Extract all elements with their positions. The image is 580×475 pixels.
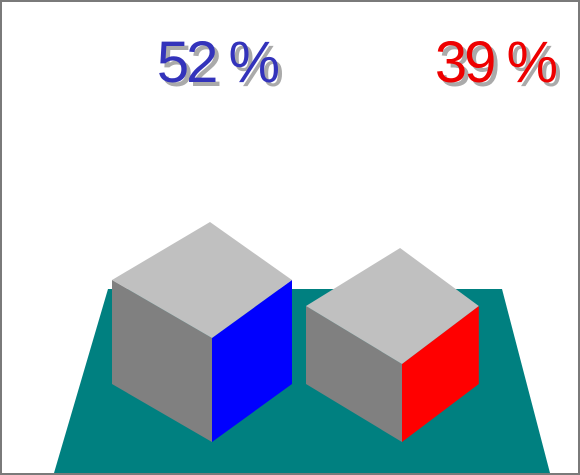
data-label: 39 % (435, 30, 557, 95)
bar-box-1 (112, 222, 292, 442)
bar-right-face (402, 306, 479, 442)
bar-left-face (306, 306, 402, 442)
boxes-layer (112, 222, 479, 442)
bar-box-2 (306, 248, 479, 442)
data-label-shadow: 39 % (439, 34, 561, 99)
data-label-shadow: 52 % (161, 34, 283, 99)
labels-layer: 52 %52 % 39 %39 % (157, 30, 564, 99)
bar-top-face (306, 248, 479, 364)
bar-top-face (112, 222, 292, 338)
bar-left-face (112, 280, 212, 442)
bar-right-face (212, 280, 292, 442)
data-label: 52 % (157, 30, 279, 95)
